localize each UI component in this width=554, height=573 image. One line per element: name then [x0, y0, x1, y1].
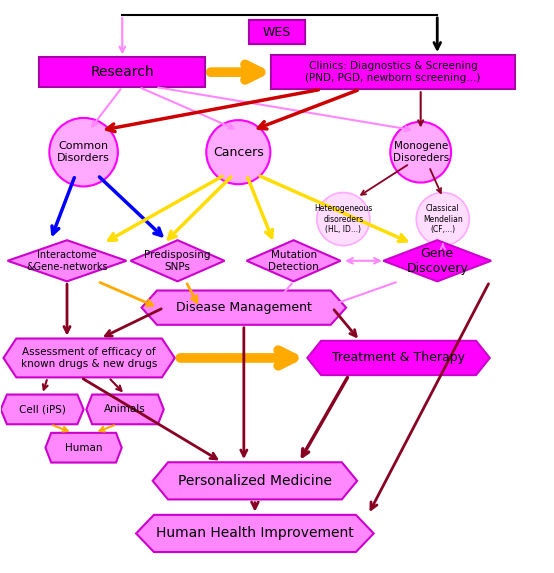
Text: Disease Management: Disease Management [176, 301, 312, 314]
FancyBboxPatch shape [39, 57, 205, 87]
Polygon shape [383, 240, 491, 281]
Polygon shape [247, 240, 341, 281]
Text: Mutation
Detection: Mutation Detection [268, 250, 319, 272]
FancyBboxPatch shape [249, 20, 305, 44]
Polygon shape [45, 433, 122, 462]
Text: Cancers: Cancers [213, 146, 264, 159]
Text: Predisposing
SNPs: Predisposing SNPs [144, 250, 211, 272]
Text: WES: WES [263, 26, 291, 38]
Text: Assessment of efficacy of
known drugs & new drugs: Assessment of efficacy of known drugs & … [21, 347, 157, 369]
Polygon shape [3, 339, 175, 378]
Ellipse shape [416, 193, 469, 246]
Text: Interactome
&Gene-networks: Interactome &Gene-networks [26, 250, 108, 272]
Text: Research: Research [90, 65, 154, 79]
Text: Common
Disorders: Common Disorders [57, 142, 110, 163]
Text: Cell (iPS): Cell (iPS) [19, 405, 65, 414]
Ellipse shape [317, 193, 370, 246]
Polygon shape [86, 395, 164, 424]
FancyBboxPatch shape [271, 55, 515, 89]
Text: Human: Human [65, 443, 102, 453]
Text: Monogene
Disoreders: Monogene Disoreders [393, 142, 449, 163]
Text: Clinics: Diagnostics & Screening
(PND, PGD, newborn screening...): Clinics: Diagnostics & Screening (PND, P… [305, 61, 481, 83]
Text: Treatment & Therapy: Treatment & Therapy [332, 351, 465, 364]
Polygon shape [142, 291, 346, 325]
Text: Personalized Medicine: Personalized Medicine [178, 474, 332, 488]
Ellipse shape [390, 122, 451, 183]
Text: Gene
Discovery: Gene Discovery [406, 247, 468, 275]
Ellipse shape [49, 118, 118, 186]
FancyBboxPatch shape [249, 20, 305, 44]
Text: Heterogeneous
disoreders
(HL, ID...): Heterogeneous disoreders (HL, ID...) [314, 204, 372, 234]
Text: Classical
Mendelian
(CF,...): Classical Mendelian (CF,...) [423, 204, 463, 234]
Polygon shape [131, 240, 224, 281]
Text: Human Health Improvement: Human Health Improvement [156, 527, 354, 540]
Polygon shape [136, 515, 374, 552]
Polygon shape [307, 341, 490, 375]
Text: Animals: Animals [104, 405, 146, 414]
Polygon shape [1, 395, 84, 424]
Ellipse shape [206, 120, 270, 185]
Text: WES: WES [263, 26, 291, 38]
Polygon shape [8, 240, 126, 281]
Polygon shape [153, 462, 357, 500]
